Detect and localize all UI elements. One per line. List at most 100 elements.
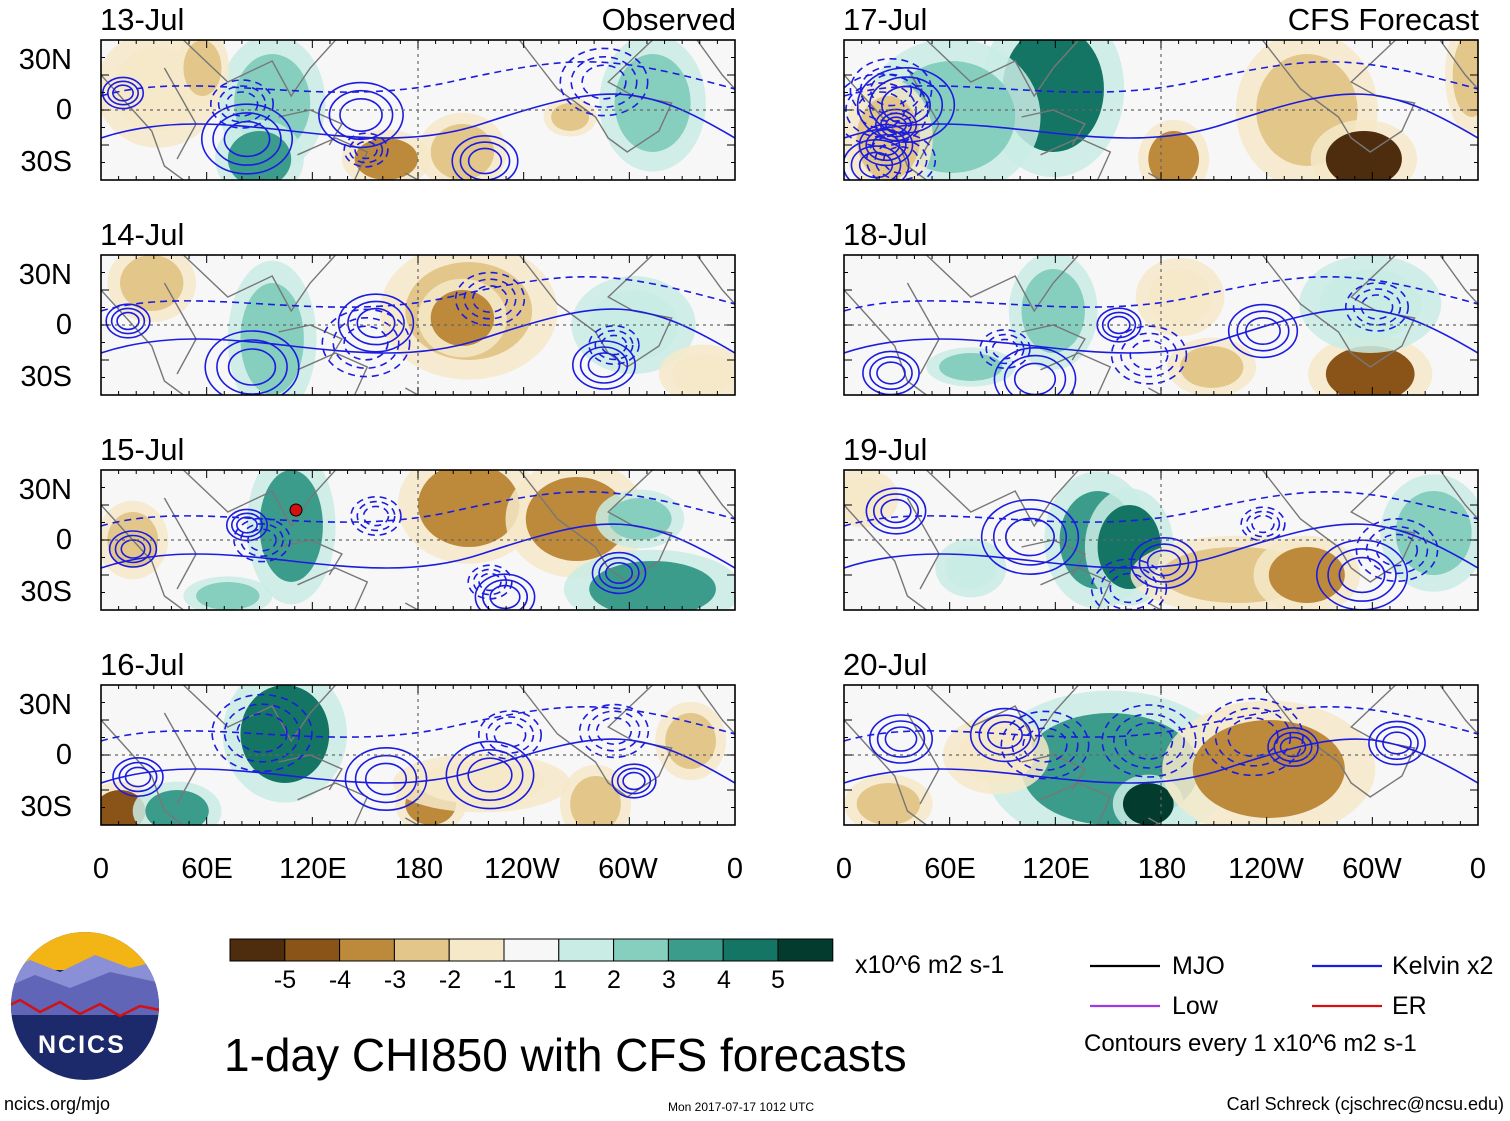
kelvin-contour [869, 356, 913, 391]
figure-title: 1-day CHI850 with CFS forecasts [224, 1029, 907, 1081]
kelvin-contour [110, 307, 146, 335]
kelvin-contour-negative [354, 140, 378, 160]
anomaly-shading [354, 138, 418, 180]
coastline [518, 40, 673, 153]
kelvin-contour [872, 493, 920, 529]
coastline [518, 470, 673, 583]
kelvin-contour-negative [865, 132, 937, 180]
map-panel-2 [100, 254, 736, 396]
lon-label: 60W [1342, 853, 1402, 885]
kelvin-contour-negative [1124, 722, 1174, 760]
kelvin-contour-negative [1129, 339, 1169, 371]
kelvin-contour [1236, 310, 1290, 352]
coastline [1439, 470, 1478, 520]
kelvin-contour-negative [478, 572, 502, 592]
colorbar-label: -4 [328, 966, 352, 994]
kelvin-contour [844, 308, 1478, 354]
kelvin-contour [1107, 315, 1131, 335]
kelvin-contour-negative [1202, 697, 1304, 777]
kelvin-contour-negative [1245, 510, 1281, 538]
lat-label-eq: 0 [55, 94, 72, 126]
anomaly-shading [945, 547, 997, 589]
kelvin-contour-negative [1227, 716, 1279, 758]
kelvin-contour-negative [1113, 713, 1185, 769]
panel-date-6: 18-Jul [843, 217, 928, 252]
kelvin-contour [467, 147, 503, 175]
kelvin-contour [120, 539, 146, 559]
lat-label-eq: 0 [55, 739, 72, 771]
coastline [278, 754, 343, 791]
kelvin-contour-negative [101, 491, 735, 527]
kelvin-contour-negative [493, 722, 527, 748]
kelvin-contour-negative [1344, 282, 1409, 332]
kelvin-contour-negative [332, 316, 400, 370]
kelvin-contour [1327, 548, 1397, 602]
anomaly-shading [1148, 269, 1212, 325]
coastline [278, 109, 343, 146]
kelvin-contour [844, 93, 1478, 139]
kelvin-contour [1003, 354, 1067, 395]
kelvin-contour-negative [588, 325, 640, 366]
panel-date-1: 13-Jul [100, 2, 185, 37]
kelvin-contour-negative [101, 276, 735, 312]
kelvin-contour-negative [101, 61, 735, 97]
anomaly-shading [1319, 269, 1421, 339]
kelvin-contour-negative [1352, 288, 1402, 326]
anomaly-shading [1180, 346, 1244, 388]
kelvin-contour-negative [600, 334, 628, 356]
kelvin-contour-negative [236, 712, 288, 754]
kelvin-contour-negative [223, 703, 301, 763]
map-panel-1 [100, 39, 736, 181]
kelvin-contour-negative [1011, 718, 1079, 772]
kelvin-contour [114, 534, 152, 564]
coastline [1439, 685, 1478, 735]
kelvin-contour [987, 720, 1023, 749]
map-panel-5 [843, 39, 1479, 181]
kelvin-contour-negative [463, 278, 517, 320]
kelvin-contour [1267, 726, 1319, 768]
colorbar-label: 3 [662, 966, 676, 994]
coastline [1021, 324, 1086, 361]
kelvin-contour [980, 498, 1080, 576]
contour-note: Contours every 1 x10^6 m2 s-1 [1084, 1030, 1417, 1057]
lon-label: 180 [394, 853, 444, 885]
kelvin-contour [587, 352, 621, 378]
kelvin-contour-negative [1120, 332, 1178, 378]
lon-label: 120E [1022, 853, 1090, 885]
map-panel-6 [843, 254, 1479, 396]
colorbar-units: x10^6 m2 s-1 [855, 951, 1005, 979]
anomaly-shading [614, 54, 691, 152]
colorbar-swatch [284, 938, 341, 962]
kelvin-contour [591, 551, 647, 595]
lat-label-30n: 30N [18, 474, 72, 506]
kelvin-contour-negative [844, 706, 1478, 742]
coastline [925, 255, 1080, 313]
coastline [278, 324, 343, 361]
legend-label-kelvin: Kelvin x2 [1392, 952, 1494, 980]
coastline [182, 255, 337, 313]
lat-label-30n: 30N [18, 44, 72, 76]
coastline [182, 685, 337, 743]
kelvin-contour-negative [1251, 514, 1275, 534]
kelvin-contour [1146, 549, 1182, 577]
coastline [1040, 567, 1162, 610]
kelvin-contour [1368, 720, 1426, 766]
footer-link[interactable]: ncics.org/mjo [4, 1094, 111, 1114]
legend-label-er: ER [1392, 992, 1427, 1020]
coastline [1439, 40, 1478, 90]
coastline [1261, 255, 1416, 368]
kelvin-contour-negative [559, 47, 649, 117]
kelvin-contour [101, 523, 735, 569]
lat-label-30s: 30S [20, 791, 72, 823]
coastline [1021, 539, 1086, 576]
coastline [182, 40, 337, 98]
colorbar-label: -2 [438, 966, 462, 994]
anomaly-shading [120, 255, 184, 311]
kelvin-contour [865, 128, 907, 162]
colorbar-label: 4 [717, 966, 731, 994]
kelvin-contour-negative [1360, 294, 1394, 320]
coastline [925, 470, 1080, 528]
map-panel-7 [843, 469, 1479, 611]
colorbar-swatch [667, 938, 724, 962]
